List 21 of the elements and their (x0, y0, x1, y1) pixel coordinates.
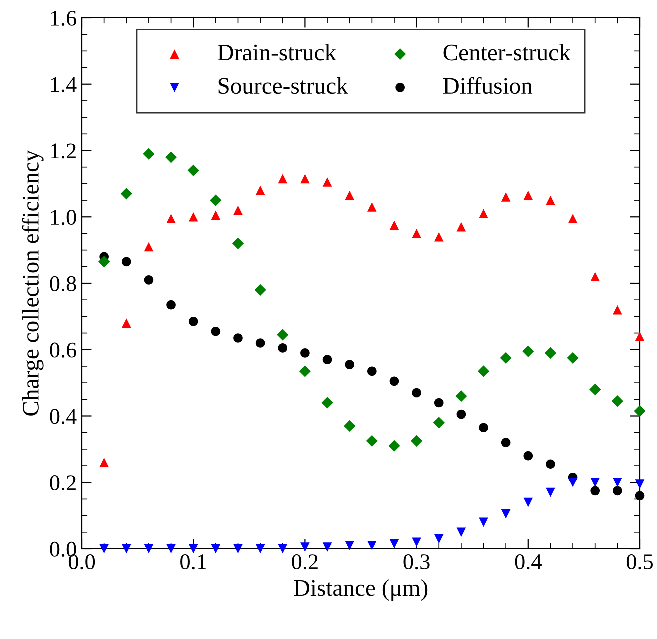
y-tick-label: 0.4 (50, 409, 77, 424)
x-tick-label: 0.3 (404, 554, 430, 570)
legend-label: Source-struck (218, 77, 348, 94)
y-tick-label: 1.0 (51, 210, 76, 226)
x-tick-label: 0.0 (68, 554, 96, 570)
y-tick-label: 1.6 (51, 10, 76, 26)
legend-label: Drain-struck (218, 44, 337, 61)
y-tick-label: 0.2 (50, 476, 76, 491)
x-tick-label: 0.5 (626, 554, 654, 570)
legend-label: Center-struck (444, 44, 571, 61)
y-tick-label: 0.6 (50, 342, 76, 358)
y-tick-label: 0.8 (50, 276, 76, 292)
y-tick-label: 1.4 (51, 77, 77, 92)
y-tick-label: 0.0 (50, 542, 76, 558)
x-axis-title: Distance (μm) (294, 580, 428, 602)
x-tick-label: 0.2 (292, 554, 318, 570)
legend-label: Diffusion (444, 77, 533, 94)
x-tick-label: 0.4 (515, 554, 542, 570)
y-tick-label: 1.2 (51, 144, 76, 159)
x-tick-label: 0.1 (180, 554, 206, 570)
y-axis-title: Charge collection efficiency (22, 150, 44, 416)
